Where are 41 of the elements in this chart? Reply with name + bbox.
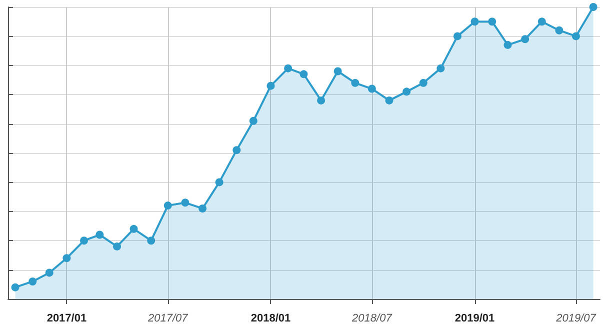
point <box>589 3 598 11</box>
point <box>351 78 360 87</box>
point <box>164 202 172 210</box>
point <box>215 178 224 186</box>
point <box>80 236 88 245</box>
point <box>368 84 376 93</box>
point <box>96 230 104 239</box>
point <box>62 254 71 262</box>
point <box>555 26 564 34</box>
point <box>436 64 445 72</box>
point <box>266 82 275 90</box>
point <box>334 67 342 76</box>
point <box>45 268 54 277</box>
point <box>181 198 190 207</box>
x-tick-label: 2019/07 <box>555 312 597 324</box>
point <box>11 283 20 292</box>
point <box>470 18 479 26</box>
point <box>113 242 122 250</box>
x-tick-label: 2017/01 <box>46 312 87 324</box>
point <box>385 96 394 104</box>
point <box>419 78 428 87</box>
x-tick-label: 2019/01 <box>454 312 495 324</box>
x-tick-label: 2018/01 <box>250 312 291 324</box>
point <box>198 204 207 212</box>
point <box>147 236 156 245</box>
point <box>249 116 258 125</box>
point <box>28 277 37 286</box>
point <box>504 40 512 49</box>
point <box>538 18 546 26</box>
point <box>521 35 530 44</box>
point <box>284 64 292 72</box>
point <box>453 32 462 40</box>
point <box>130 224 138 233</box>
point <box>572 32 580 40</box>
point <box>488 18 496 26</box>
x-tick-label: 2018/07 <box>351 312 393 324</box>
point <box>317 96 326 104</box>
x-tick-label: 2017/07 <box>146 312 189 324</box>
point <box>232 146 241 154</box>
point <box>402 88 411 96</box>
point <box>300 70 308 78</box>
